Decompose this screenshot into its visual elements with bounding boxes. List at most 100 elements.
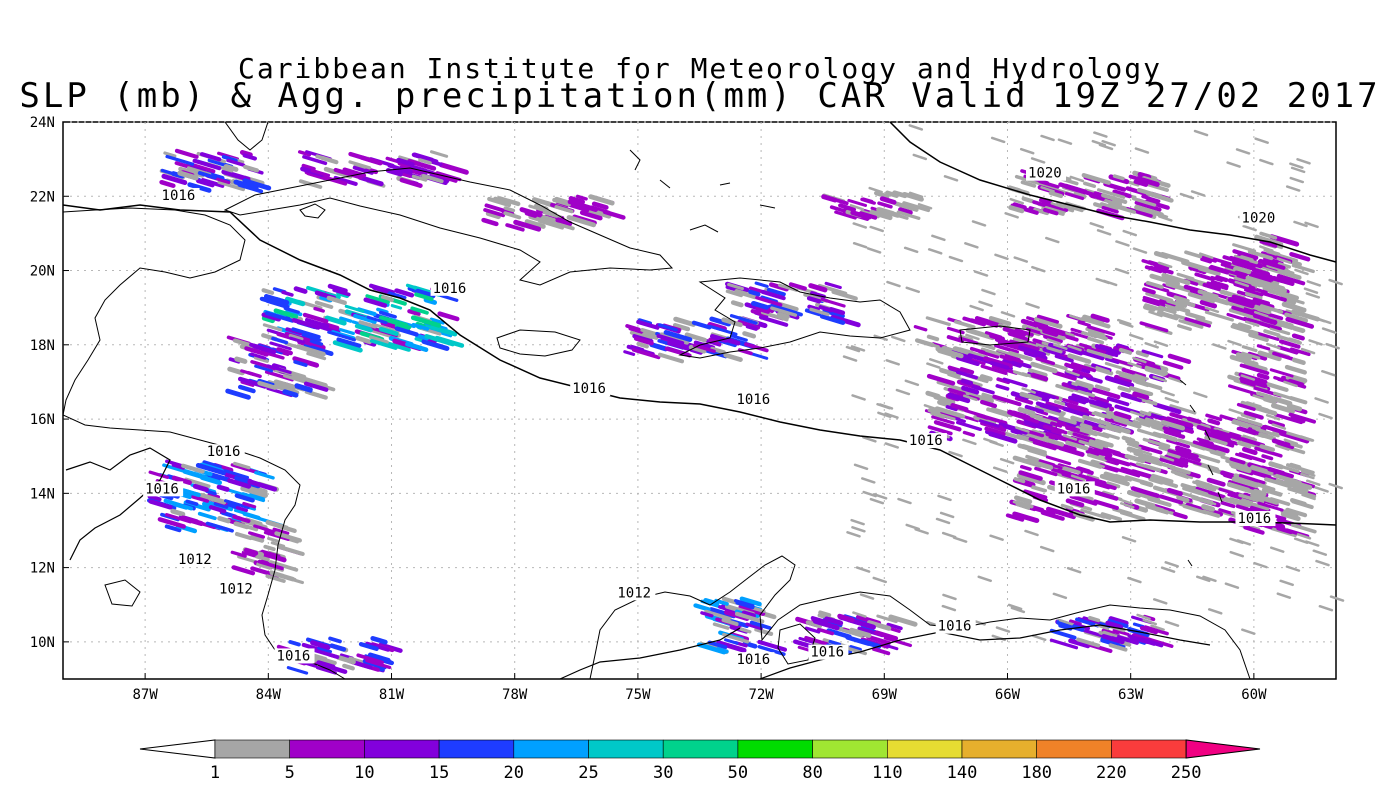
precip-streak xyxy=(315,154,336,164)
precip-streak xyxy=(365,641,390,652)
precip-streak xyxy=(1024,404,1044,414)
precip-streak xyxy=(1256,344,1271,351)
precip-streak xyxy=(1118,498,1133,505)
precip-streak xyxy=(1039,545,1055,553)
precip-streak xyxy=(1162,426,1182,435)
precip-streak xyxy=(1056,201,1084,213)
precip-streak xyxy=(874,190,890,199)
precip-streak xyxy=(1106,396,1130,407)
precip-streak xyxy=(1117,318,1132,326)
precip-streak xyxy=(1142,437,1170,449)
precip-streak xyxy=(1008,205,1025,214)
precip-streak xyxy=(766,287,786,297)
precip-streak xyxy=(313,306,325,313)
precip-streak xyxy=(1160,251,1190,264)
precip-streak xyxy=(1159,457,1185,468)
precip-streak xyxy=(233,508,261,519)
precip-streak xyxy=(1009,197,1025,205)
precip-streak xyxy=(1002,377,1028,388)
precip-streak xyxy=(877,201,893,209)
precip-streak xyxy=(754,281,769,288)
precip-streak xyxy=(1113,467,1141,478)
precip-streak xyxy=(757,639,788,652)
precip-streak xyxy=(1207,418,1221,426)
precip-streak xyxy=(633,336,654,346)
precip-streak xyxy=(1026,458,1054,470)
precip-streak xyxy=(230,463,259,474)
precip-streak xyxy=(1027,368,1048,378)
precip-streak xyxy=(902,201,931,213)
precip-streak xyxy=(379,310,397,319)
precip-streak xyxy=(1151,473,1174,484)
precip-streak xyxy=(1241,345,1258,353)
precip-streak xyxy=(1031,265,1046,273)
precip-streak xyxy=(830,314,861,328)
precip-streak xyxy=(1034,466,1058,477)
isobar-label: 1016 xyxy=(572,381,606,397)
precip-streak xyxy=(849,645,862,652)
precip-streak xyxy=(947,365,970,375)
isobar-label-bg xyxy=(808,644,849,660)
precip-streak xyxy=(336,655,356,665)
precip-streak xyxy=(877,207,896,216)
precip-streak xyxy=(1162,360,1184,370)
precip-streak xyxy=(1256,372,1270,380)
precip-streak xyxy=(1143,304,1156,312)
precip-streak xyxy=(926,373,956,386)
precip-streak xyxy=(963,409,986,418)
precip-streak xyxy=(1175,445,1192,454)
precip-streak xyxy=(1235,352,1253,361)
precip-streak xyxy=(1139,625,1159,635)
precip-streak xyxy=(1271,275,1295,286)
precip-streak xyxy=(248,531,266,539)
precip-streak xyxy=(304,389,328,400)
precip-streak xyxy=(897,497,912,505)
isobar-label: 1012 xyxy=(617,585,651,601)
precip-streak xyxy=(636,319,660,330)
precip-streak xyxy=(260,549,281,559)
precip-streak xyxy=(1000,311,1016,318)
precip-streak xyxy=(1069,619,1082,626)
precip-streak xyxy=(354,323,373,333)
lon-tick-label: 75W xyxy=(625,687,651,703)
precip-streak xyxy=(703,597,720,607)
precip-streak xyxy=(1300,470,1316,477)
precip-streak xyxy=(1010,606,1026,614)
precip-streak xyxy=(1198,438,1214,447)
precip-streak xyxy=(256,562,272,570)
precip-streak xyxy=(284,296,306,307)
precip-streak xyxy=(1129,386,1154,396)
precip-streak xyxy=(429,317,445,325)
precip-streak xyxy=(1104,455,1131,467)
precip-streak xyxy=(982,320,999,328)
precip-streak xyxy=(850,345,866,352)
precip-streak xyxy=(1069,494,1098,506)
precip-streak xyxy=(1104,417,1128,427)
precip-streak xyxy=(566,215,597,228)
precip-streak xyxy=(485,211,501,220)
precip-streak xyxy=(1263,256,1280,265)
precip-streak xyxy=(272,527,290,535)
precip-streak xyxy=(1175,298,1196,308)
precip-streak xyxy=(1046,346,1063,354)
precip-streak xyxy=(1167,353,1192,364)
precip-streak xyxy=(1209,428,1232,439)
precip-streak xyxy=(273,379,289,388)
precip-streak xyxy=(1292,484,1309,493)
precip-streak xyxy=(1276,273,1306,286)
precip-streak xyxy=(371,322,400,334)
lat-tick-label: 16N xyxy=(30,412,55,428)
precip-streak xyxy=(691,320,712,330)
precip-streak xyxy=(1212,343,1227,350)
precip-streak xyxy=(1277,262,1292,269)
lon-tick-label: 66W xyxy=(995,687,1021,703)
precip-streak xyxy=(1007,332,1030,342)
precip-streak xyxy=(1283,438,1299,445)
precip-streak xyxy=(991,364,1019,375)
precip-streak xyxy=(1102,630,1118,638)
precip-streak xyxy=(817,627,835,636)
precip-streak xyxy=(1277,269,1302,280)
precip-streak xyxy=(1308,339,1323,346)
precip-streak xyxy=(861,640,882,649)
precip-streak xyxy=(955,370,978,380)
